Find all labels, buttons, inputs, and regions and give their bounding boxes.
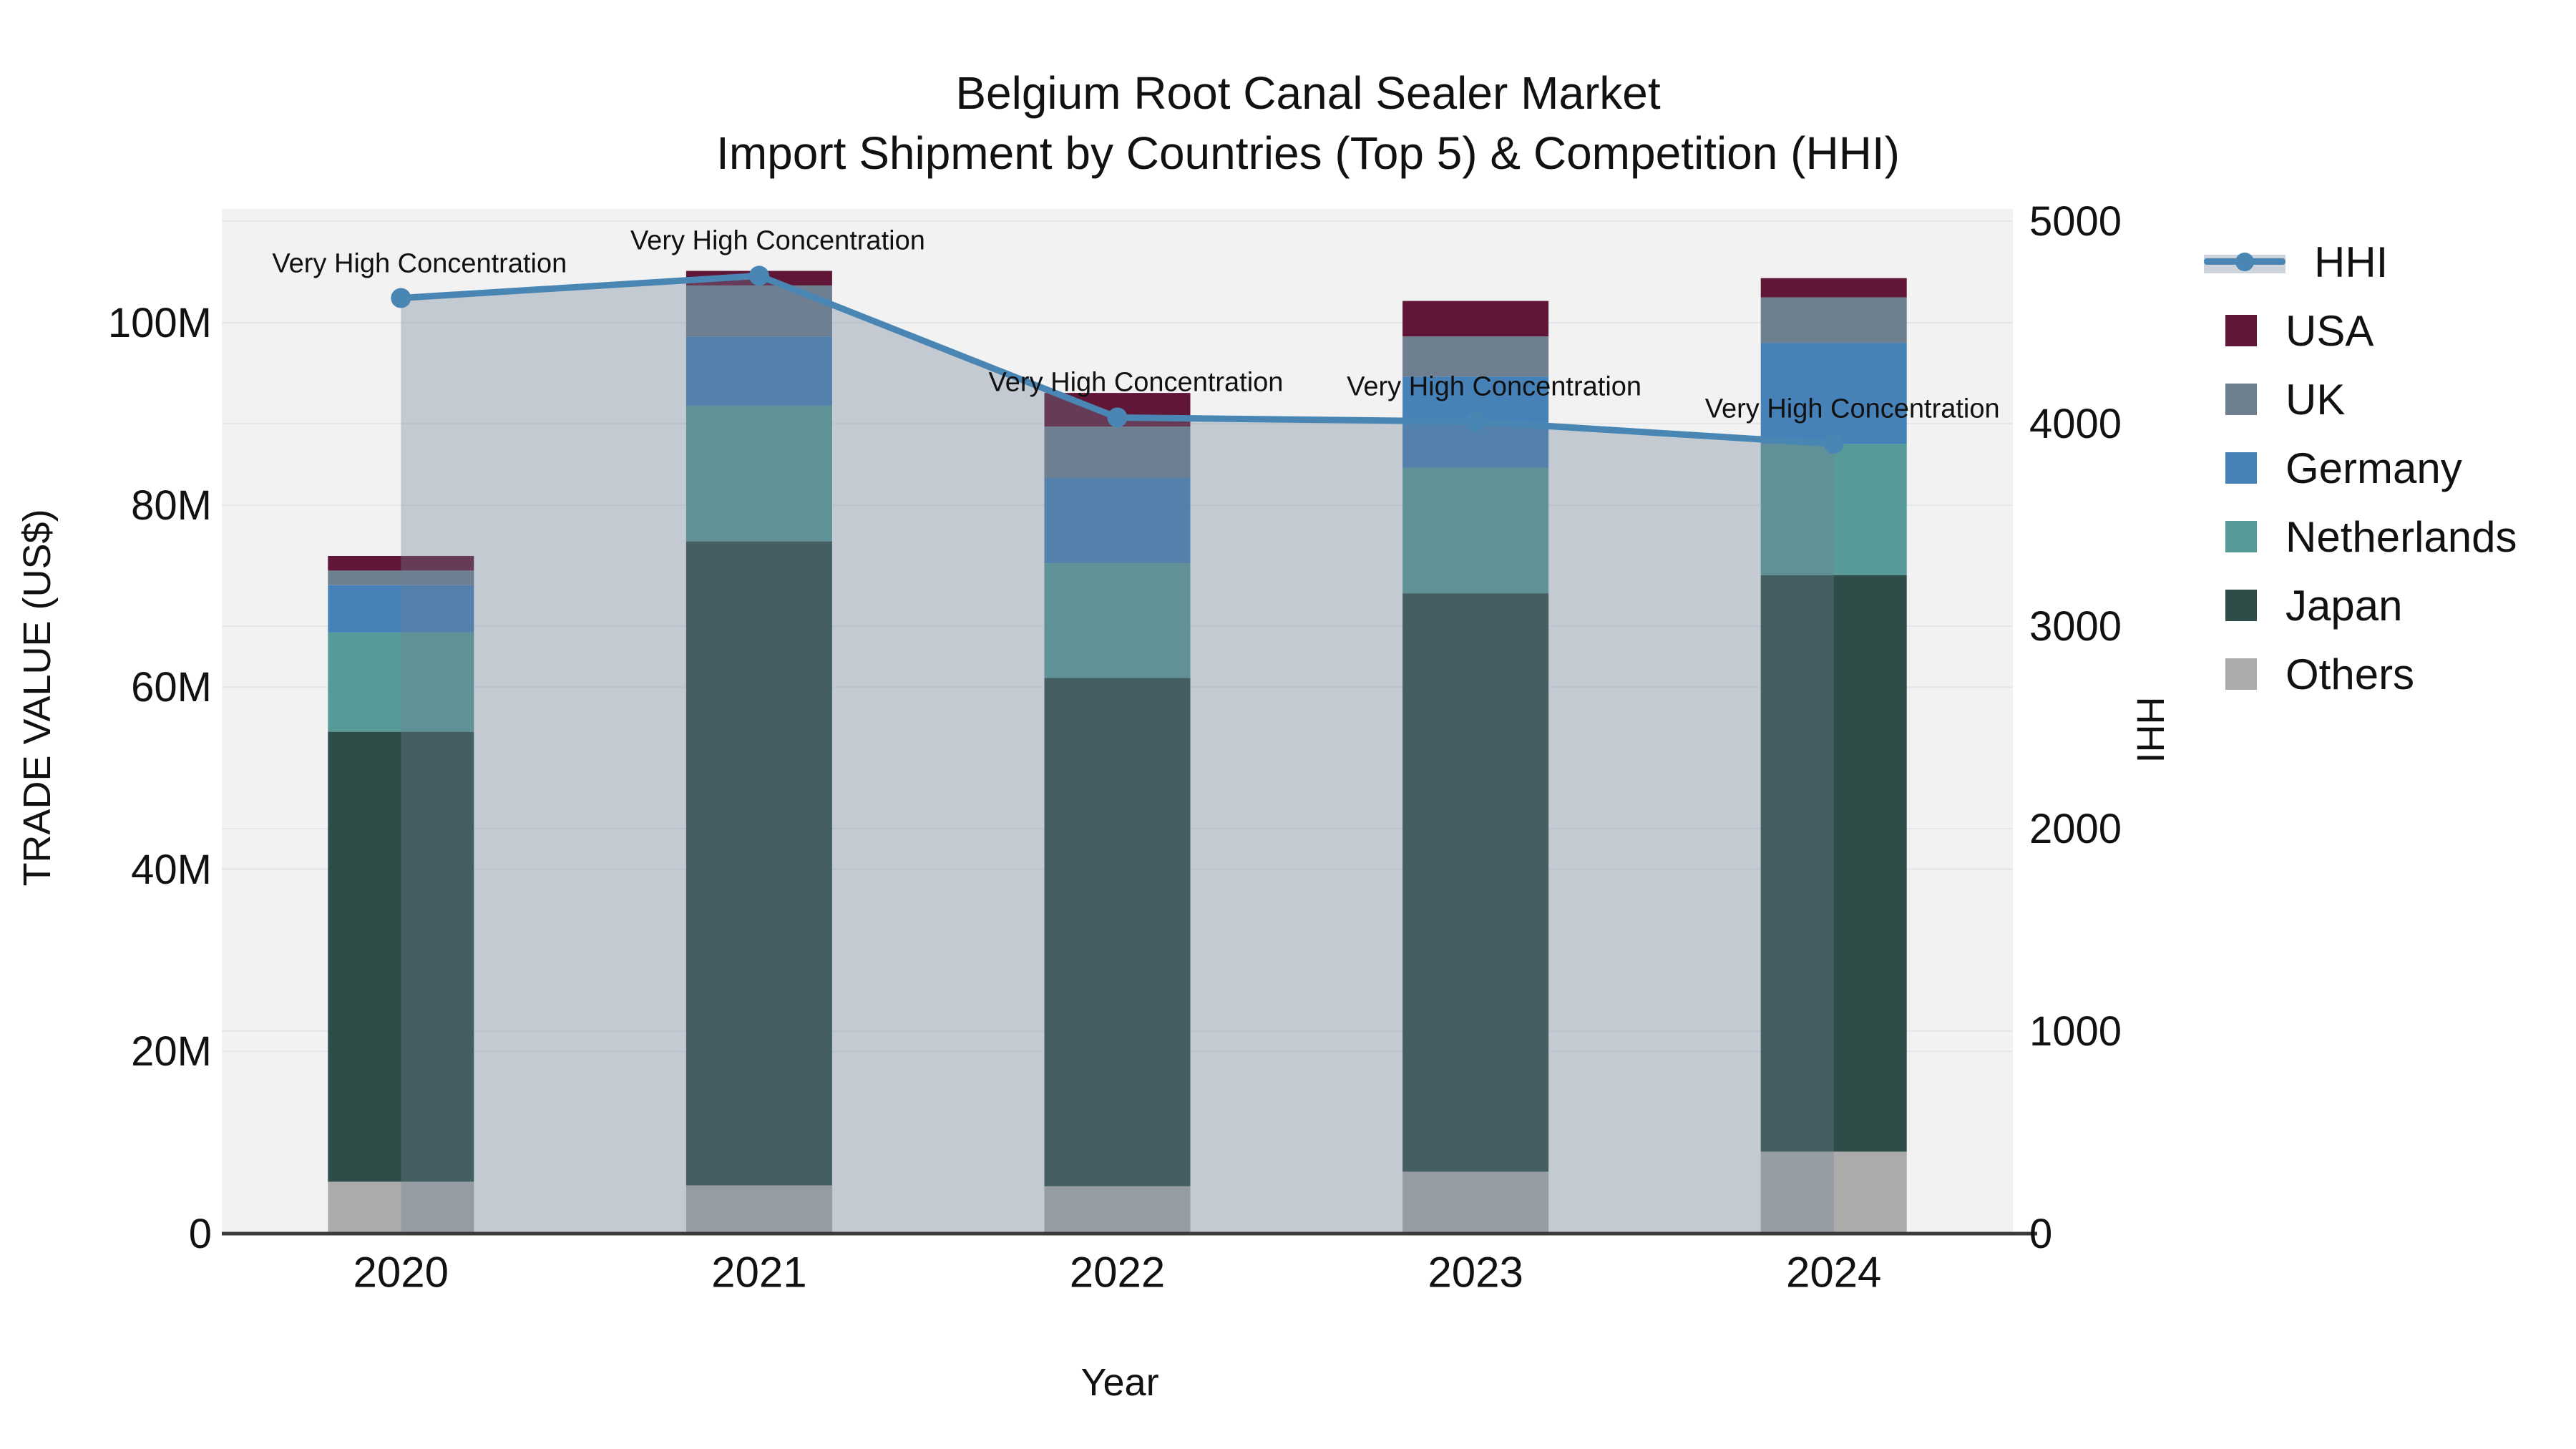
legend-item-Others[interactable]: Others (2204, 640, 2517, 708)
hhi-area-fill (401, 275, 1834, 1234)
bar-segment-Others-2020[interactable] (328, 1181, 474, 1234)
x-tick-2022: 2022 (1069, 1248, 1166, 1297)
bar-segment-Netherlands-2024[interactable] (1760, 444, 1907, 575)
legend-item-Japan[interactable]: Japan (2204, 571, 2517, 640)
annotation-2020: Very High Concentration (272, 248, 567, 279)
y-left-tick-40M: 40M (131, 846, 212, 893)
bar-segment-Japan-2024[interactable] (1760, 575, 1907, 1152)
bar-segment-UK-2024[interactable] (1760, 297, 1907, 343)
legend-label-UK: UK (2285, 375, 2346, 424)
bar-segment-Germany-2022[interactable] (1044, 477, 1191, 564)
bar-segment-Others-2023[interactable] (1402, 1171, 1549, 1234)
bar-segment-Netherlands-2023[interactable] (1402, 467, 1549, 594)
hhi-marker-2021[interactable] (748, 265, 769, 286)
y-right-tick-3000: 3000 (2029, 602, 2122, 650)
bar-segment-Others-2021[interactable] (686, 1185, 832, 1234)
annotation-2021: Very High Concentration (630, 225, 925, 256)
bar-segment-UK-2022[interactable] (1044, 426, 1191, 478)
legend-swatch-Germany (2225, 452, 2257, 484)
legend-swatch-Netherlands (2225, 521, 2257, 552)
bar-segment-Germany-2024[interactable] (1760, 343, 1907, 444)
y-right-tick-1000: 1000 (2029, 1008, 2122, 1055)
bar-segment-Germany-2021[interactable] (686, 336, 832, 406)
bar-segment-Others-2024[interactable] (1760, 1151, 1907, 1234)
hhi-marker-2024[interactable] (1823, 434, 1844, 454)
legend-label-Germany: Germany (2285, 444, 2462, 492)
bar-segment-Netherlands-2021[interactable] (686, 405, 832, 542)
legend-label-Netherlands: Netherlands (2285, 512, 2517, 561)
y-left-tick-60M: 60M (131, 664, 212, 711)
annotation-2023: Very High Concentration (1347, 371, 1642, 402)
bar-segment-USA-2024[interactable] (1760, 278, 1907, 298)
x-tick-2023: 2023 (1428, 1248, 1523, 1297)
legend-label-HHI: HHI (2314, 238, 2389, 286)
bar-segment-Japan-2023[interactable] (1402, 593, 1549, 1172)
chart-title: Belgium Root Canal Sealer Market (955, 67, 1661, 119)
y-left-tick-80M: 80M (131, 482, 212, 529)
bar-segment-Netherlands-2020[interactable] (328, 632, 474, 732)
legend-item-Netherlands[interactable]: Netherlands (2204, 502, 2517, 571)
bar-segment-Japan-2020[interactable] (328, 731, 474, 1182)
hhi-marker-2022[interactable] (1107, 407, 1128, 428)
y-left-tick-0: 0 (188, 1211, 212, 1257)
bar-segment-Others-2022[interactable] (1044, 1186, 1191, 1234)
y-right-tick-0: 0 (2029, 1211, 2053, 1257)
bar-segment-Netherlands-2022[interactable] (1044, 563, 1191, 678)
bar-segment-USA-2023[interactable] (1402, 301, 1549, 337)
x-tick-2024: 2024 (1785, 1248, 1882, 1297)
annotation-2024: Very High Concentration (1704, 394, 2000, 424)
bar-segment-Japan-2021[interactable] (686, 541, 832, 1186)
y-left-tick-20M: 20M (131, 1028, 212, 1075)
hhi-marker-swatch (2235, 253, 2254, 271)
legend-item-USA[interactable]: USA (2204, 296, 2517, 365)
legend-swatch-USA (2225, 315, 2257, 346)
hhi-marker-2023[interactable] (1465, 411, 1486, 432)
hhi-line-icon (2204, 246, 2285, 278)
legend-swatch-UK (2225, 384, 2257, 415)
x-tick-2020: 2020 (353, 1248, 449, 1297)
bar-segment-Japan-2022[interactable] (1044, 678, 1191, 1186)
y-axis-right-title: HHI (2129, 696, 2172, 763)
legend-swatch-Others (2225, 658, 2257, 690)
chart-subtitle: Import Shipment by Countries (Top 5) & C… (716, 127, 1900, 179)
annotation-2022: Very High Concentration (988, 367, 1284, 398)
legend-swatch-Japan (2225, 590, 2257, 621)
x-axis-title: Year (1080, 1361, 1159, 1404)
legend-item-Germany[interactable]: Germany (2204, 434, 2517, 502)
y-right-tick-4000: 4000 (2029, 400, 2122, 447)
legend-label-Japan: Japan (2285, 581, 2403, 630)
y-right-tick-2000: 2000 (2029, 805, 2122, 852)
legend: HHI USA UK Germany Netherlands Japan Others (2204, 228, 2517, 708)
bar-segment-USA-2020[interactable] (328, 555, 474, 571)
legend-label-Others: Others (2285, 650, 2415, 698)
legend-item-HHI[interactable]: HHI (2204, 228, 2517, 296)
legend-label-USA: USA (2285, 306, 2374, 355)
y-right-tick-5000: 5000 (2029, 197, 2122, 245)
x-tick-2021: 2021 (711, 1248, 807, 1297)
legend-item-UK[interactable]: UK (2204, 365, 2517, 434)
bar-segment-UK-2020[interactable] (328, 570, 474, 585)
hhi-marker-2020[interactable] (391, 288, 411, 308)
bar-segment-UK-2023[interactable] (1402, 336, 1549, 377)
y-left-tick-100M: 100M (107, 300, 212, 347)
bar-segment-Germany-2020[interactable] (328, 585, 474, 633)
